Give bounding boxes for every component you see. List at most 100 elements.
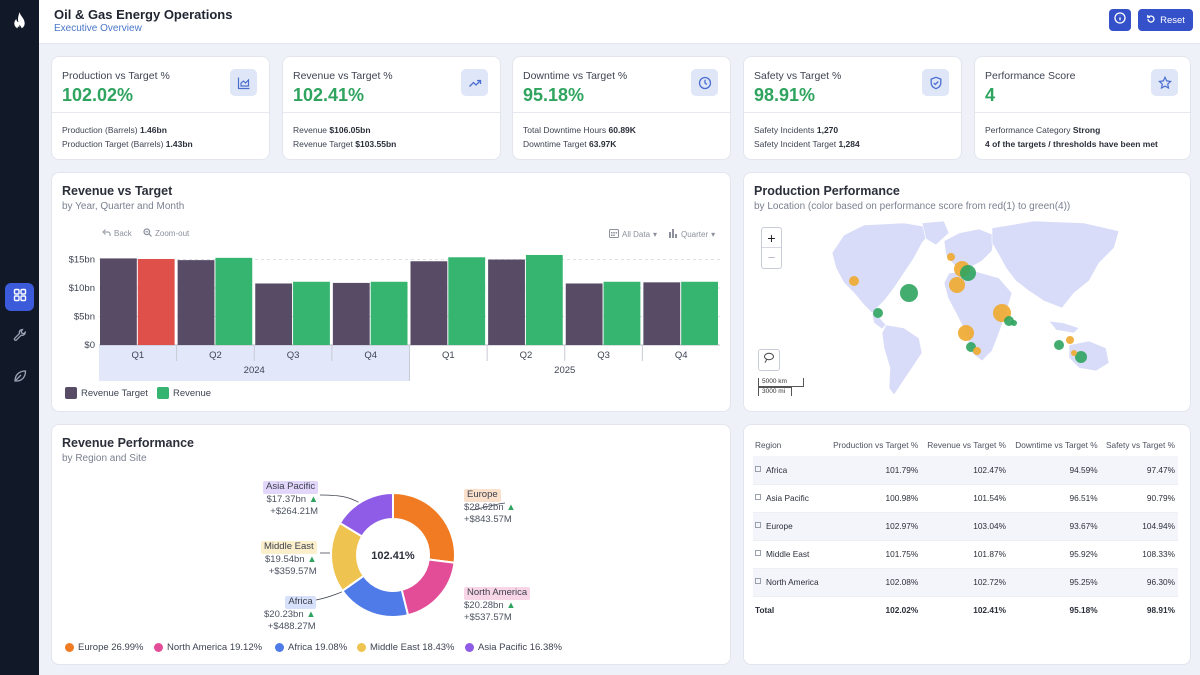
refresh-icon xyxy=(1146,14,1156,27)
bar-revenue-target xyxy=(488,259,525,345)
column-header-revenue[interactable]: Revenue vs Target % xyxy=(927,440,1006,450)
map-site-marker xyxy=(949,277,965,293)
kpi-card-downtime: Downtime vs Target % 95.18% Total Downti… xyxy=(512,56,731,160)
x-tick-label: Q4 xyxy=(675,350,688,361)
expand-icon[interactable] xyxy=(755,465,761,472)
legend-north-america[interactable]: North America 19.12% xyxy=(154,642,262,653)
kpi-card-production: Production vs Target % 102.02% Productio… xyxy=(51,56,270,160)
expand-icon[interactable] xyxy=(755,550,761,556)
bar-revenue xyxy=(603,281,641,345)
column-header-region[interactable]: Region xyxy=(755,440,782,450)
bar-revenue xyxy=(448,257,486,345)
y-tick-label: $0 xyxy=(84,340,95,351)
divider xyxy=(52,112,269,113)
star-icon xyxy=(1151,69,1178,96)
donut-slice-north-america xyxy=(400,558,456,617)
all-data-dropdown[interactable]: All Data ▾ xyxy=(609,228,657,240)
donut-center-value: 102.41% xyxy=(371,550,415,562)
map-site-marker xyxy=(960,265,976,281)
table-row[interactable]: Asia Pacific 100.98% 101.54% 96.51% 90.79% xyxy=(753,484,1178,513)
quarter-dropdown[interactable]: Quarter ▾ xyxy=(668,228,715,240)
kpi-card-revenue: Revenue vs Target % 102.41% Revenue $106… xyxy=(282,56,501,160)
map-zoom-out-button[interactable]: − xyxy=(767,250,776,265)
legend-europe[interactable]: Europe 26.99% xyxy=(65,642,144,653)
kpi-title: Safety vs Target % xyxy=(754,70,842,82)
legend-africa[interactable]: Africa 19.08% xyxy=(275,642,347,653)
x-group-label: 2024 xyxy=(244,365,265,376)
flame-logo-icon[interactable] xyxy=(7,10,32,35)
bar-chart-icon xyxy=(230,69,257,96)
shield-icon xyxy=(922,69,949,96)
zoom-out-icon xyxy=(143,228,152,239)
bar-chart-icon xyxy=(668,228,678,240)
legend-dot xyxy=(65,643,74,652)
bar-revenue-target xyxy=(565,283,603,345)
legend-dot xyxy=(357,643,366,652)
table-row[interactable]: Middle East 101.75% 101.87% 95.92% 108.33% xyxy=(753,540,1178,569)
legend-revenue-target[interactable]: Revenue Target xyxy=(65,387,148,399)
info-button[interactable] xyxy=(1109,9,1131,31)
kpi-detail-2: 4 of the targets / thresholds have been … xyxy=(985,139,1158,149)
y-tick-label: $5bn xyxy=(74,312,95,323)
asia-shape xyxy=(991,220,1120,309)
expand-icon[interactable] xyxy=(755,494,761,500)
sidebar-item-dashboard[interactable] xyxy=(5,283,34,311)
reset-label: Reset xyxy=(1160,14,1185,26)
bar-revenue xyxy=(137,258,175,345)
divider xyxy=(283,112,500,113)
kpi-detail-1: Total Downtime Hours 60.89K xyxy=(523,125,636,135)
column-header-safety[interactable]: Safety vs Target % xyxy=(1105,440,1175,450)
table-header-row: Region Production vs Target % Revenue vs… xyxy=(753,434,1178,456)
annotation-middle-east: Middle East $19.54bn ▲ +$359.57M xyxy=(261,541,317,579)
panel-subtitle: by Region and Site xyxy=(62,453,147,464)
panel-title: Revenue vs Target xyxy=(62,184,173,198)
calendar-icon xyxy=(609,228,619,240)
map-site-marker xyxy=(873,308,883,318)
wrench-icon xyxy=(13,328,27,347)
revenue-vs-target-panel: Revenue vs Target by Year, Quarter and M… xyxy=(51,172,731,412)
expand-icon[interactable] xyxy=(755,522,761,528)
x-tick-label: Q2 xyxy=(209,350,222,361)
legend-asia-pacific[interactable]: Asia Pacific 16.38% xyxy=(465,642,562,653)
kpi-value: 102.02% xyxy=(62,85,134,105)
map-site-marker xyxy=(958,325,974,341)
bar-revenue xyxy=(525,254,563,345)
lasso-icon xyxy=(763,351,775,369)
bar-revenue xyxy=(215,257,253,345)
sidebar-item-maintenance[interactable] xyxy=(5,323,34,351)
map-site-marker xyxy=(1011,320,1017,326)
back-button[interactable]: Back xyxy=(102,228,132,239)
x-tick-label: Q2 xyxy=(520,350,533,361)
column-header-production[interactable]: Production vs Target % xyxy=(833,440,919,450)
sidebar-item-sustainability[interactable] xyxy=(5,364,34,392)
map-zoom-in-button[interactable]: + xyxy=(762,228,781,248)
annotation-africa: Africa $20.23bn ▲ +$488.27M xyxy=(264,596,316,632)
table-row[interactable]: Africa 101.79% 102.47% 94.59% 97.47% xyxy=(753,456,1178,485)
reset-button[interactable]: Reset xyxy=(1138,9,1193,31)
table-row[interactable]: Europe 102.97% 103.04% 93.67% 104.94% xyxy=(753,512,1178,541)
table-row[interactable]: North America 102.08% 102.72% 95.25% 96.30% xyxy=(753,568,1178,597)
column-header-downtime[interactable]: Downtime vs Target % xyxy=(1015,440,1098,450)
region-table-panel: Region Production vs Target % Revenue vs… xyxy=(743,424,1191,665)
legend-dot xyxy=(275,643,284,652)
world-map[interactable] xyxy=(744,173,1192,413)
info-icon xyxy=(1114,11,1126,29)
x-tick-label: Q1 xyxy=(131,350,144,361)
kpi-detail-1: Safety Incidents 1,270 xyxy=(754,125,839,135)
legend-middle-east[interactable]: Middle East 18.43% xyxy=(357,642,455,653)
map-site-marker xyxy=(973,347,981,355)
map-site-marker xyxy=(1054,340,1064,350)
expand-icon[interactable] xyxy=(755,578,761,584)
zoom-out-button[interactable]: Zoom-out xyxy=(143,228,189,239)
kpi-card-safety: Safety vs Target % 98.91% Safety Inciden… xyxy=(743,56,962,160)
lasso-select-button[interactable] xyxy=(758,349,780,371)
legend-revenue[interactable]: Revenue xyxy=(157,387,211,399)
greenland-shape xyxy=(921,220,950,246)
production-map-panel: Production Performance by Location (colo… xyxy=(743,172,1191,412)
map-zoom-control: + − xyxy=(761,227,782,269)
bar-revenue-target xyxy=(255,283,293,345)
x-group-label: 2025 xyxy=(554,365,575,376)
revenue-donut-chart: 102.41% xyxy=(315,491,506,618)
divider xyxy=(744,112,961,113)
annotation-north-america: North America $20.28bn ▲ +$537.57M xyxy=(464,587,531,625)
